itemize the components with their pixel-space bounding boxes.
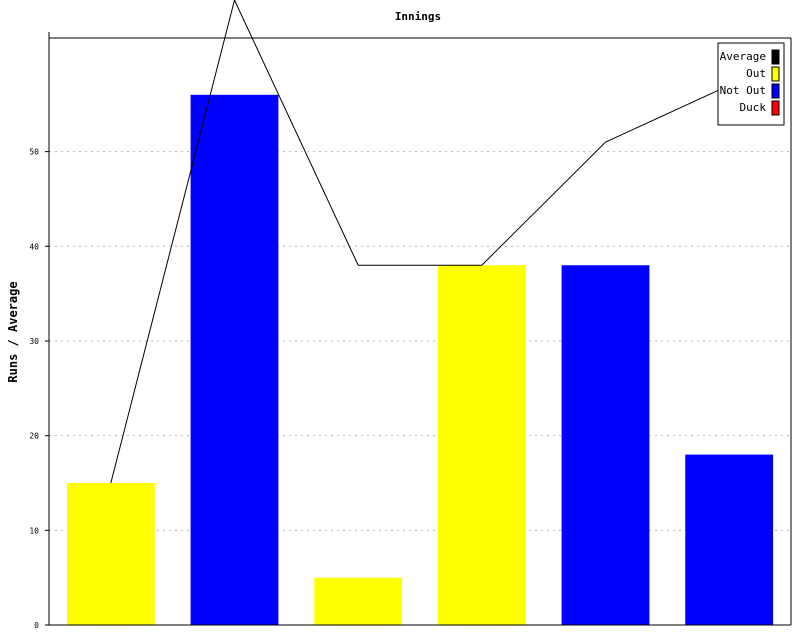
y-tick-label: 10 — [29, 526, 39, 535]
average-line-group — [110, 0, 730, 484]
legend-swatch — [771, 100, 780, 116]
bar — [190, 94, 279, 625]
y-axis-label: Runs / Average — [6, 281, 20, 382]
y-tick-label: 20 — [29, 432, 39, 441]
legend-label: Out — [746, 67, 766, 80]
bar — [561, 265, 650, 625]
bar — [66, 482, 155, 625]
legend-swatch — [771, 49, 780, 65]
y-tick-label: 50 — [29, 148, 39, 157]
gridlines — [49, 151, 791, 531]
axes — [48, 32, 792, 626]
legend-swatch — [771, 66, 780, 82]
y-tick-label: 0 — [34, 621, 39, 630]
legend-label: Average — [720, 50, 766, 63]
y-tick-labels: 0 10 20 30 40 50 — [29, 148, 49, 630]
legend-label: Not Out — [720, 84, 766, 97]
bar — [685, 454, 774, 625]
bar — [437, 265, 526, 625]
legend-label: Duck — [740, 101, 767, 114]
bars — [66, 94, 774, 625]
y-tick-label: 40 — [29, 242, 39, 251]
y-tick-label: 30 — [29, 337, 39, 346]
legend: Average Out Not Out Duck — [717, 42, 785, 126]
chart-title: Innings — [395, 10, 441, 23]
bar — [314, 577, 403, 625]
average-line — [110, 0, 730, 484]
legend-swatch — [771, 83, 780, 99]
